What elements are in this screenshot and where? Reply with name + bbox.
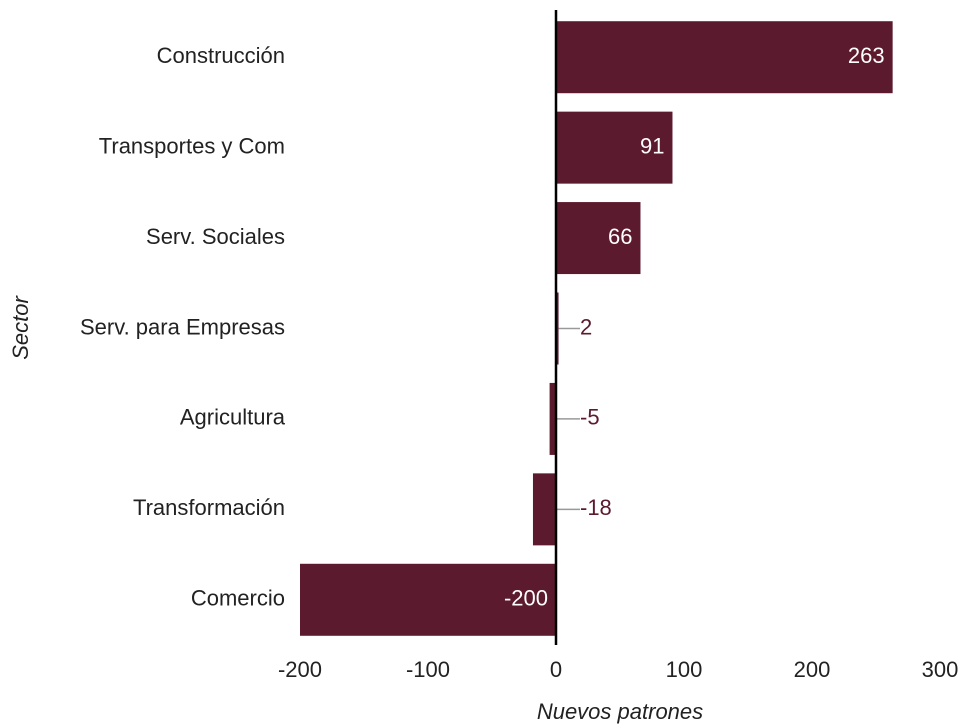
x-tick-label: 100: [666, 657, 703, 682]
y-tick-label: Serv. para Empresas: [80, 314, 285, 339]
value-label: -18: [580, 495, 612, 520]
value-label: 2: [580, 314, 592, 339]
x-tick-label: -200: [278, 657, 322, 682]
y-tick-label: Transformación: [133, 495, 285, 520]
y-axis-label: Sector: [8, 295, 33, 360]
value-label: -5: [580, 405, 600, 430]
y-tick-label: Comercio: [191, 586, 285, 611]
y-tick-label: Serv. Sociales: [146, 224, 285, 249]
value-label: 66: [608, 224, 632, 249]
value-label: 91: [640, 133, 664, 158]
bar: [556, 21, 893, 94]
bar: [556, 111, 673, 184]
bar: [300, 563, 556, 636]
x-tick-label: 300: [922, 657, 959, 682]
x-axis-label: Nuevos patrones: [537, 699, 703, 724]
bar: [549, 382, 556, 455]
y-tick-label: Agricultura: [180, 405, 286, 430]
bar: [556, 292, 559, 365]
value-label: -200: [504, 586, 548, 611]
y-tick-label: Construcción: [157, 43, 285, 68]
x-tick-label: 200: [794, 657, 831, 682]
x-tick-label: 0: [550, 657, 562, 682]
y-tick-label: Transportes y Com: [99, 133, 285, 158]
bar: [532, 473, 556, 546]
x-tick-label: -100: [406, 657, 450, 682]
bar: [556, 202, 641, 275]
value-label: 263: [848, 43, 885, 68]
